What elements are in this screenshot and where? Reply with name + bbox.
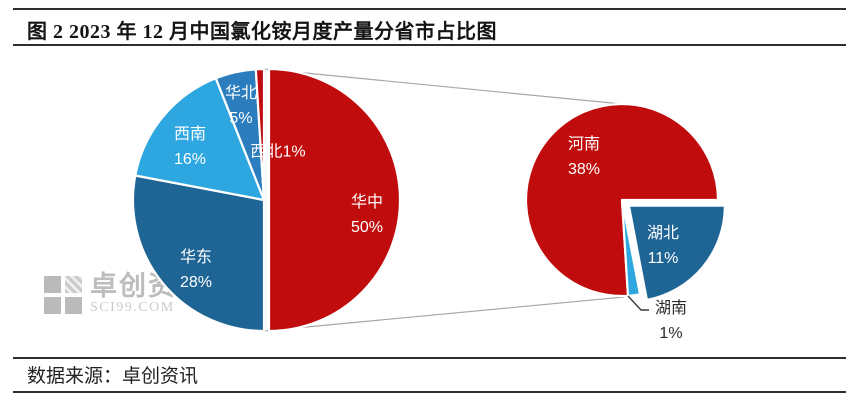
label-huadong: 华东 28%	[180, 245, 212, 295]
label-huadong-name: 华东	[179, 249, 212, 266]
hunan-leader-line	[627, 295, 649, 311]
connector-line-bottom	[263, 296, 625, 332]
label-xinan-pct: 16%	[173, 151, 207, 168]
label-hubei: 湖北 11%	[647, 221, 679, 271]
pie-slice-xinan	[134, 77, 266, 202]
label-hunan-name: 湖南	[654, 300, 688, 317]
data-source-note: 数据来源：卓创资讯	[27, 366, 199, 387]
pie-slice-huazhong	[267, 67, 402, 333]
label-huabei-pct: 5%	[229, 110, 253, 127]
label-huabei: 华北 5%	[225, 81, 257, 131]
label-henan-pct: 38%	[567, 161, 601, 178]
top-border-line	[13, 8, 846, 10]
footer-bottom-line	[13, 391, 846, 393]
pie-slice-hunan	[620, 198, 642, 297]
label-xinan: 西南 16%	[174, 122, 206, 172]
label-huazhong-pct: 50%	[350, 219, 384, 236]
pie-slice-hubei	[627, 204, 726, 302]
pie-slices-group	[131, 67, 726, 333]
pie-slice-xibei	[254, 67, 266, 202]
label-huadong-pct: 28%	[179, 274, 213, 291]
label-hubei-name: 湖北	[646, 225, 680, 242]
figure-title: 图 2 2023 年 12 月中国氯化铵月度产量分省市占比图	[27, 21, 497, 43]
label-huazhong: 华中 50%	[351, 190, 383, 240]
label-henan-name: 河南	[567, 136, 600, 153]
connector-line-top	[263, 68, 623, 105]
label-huabei-name: 华北	[224, 85, 258, 102]
label-xibei-name: 西北	[250, 143, 283, 161]
watermark-domain: SCI99.COM	[90, 300, 175, 315]
footer-top-line	[13, 357, 846, 359]
pie-slice-huadong	[131, 174, 266, 333]
label-xinan-name: 西南	[173, 126, 206, 143]
label-henan: 河南 38%	[568, 132, 600, 182]
label-hubei-pct: 11%	[647, 250, 679, 267]
title-underline	[13, 44, 846, 46]
label-hunan-pct: 1%	[659, 325, 683, 342]
label-hunan: 湖南 1%	[655, 296, 687, 346]
label-xibei-pct: 1%	[282, 143, 306, 161]
label-xibei: 西北1%	[250, 140, 305, 165]
label-huazhong-name: 华中	[350, 194, 383, 211]
sci99-logo-icon	[44, 276, 82, 314]
